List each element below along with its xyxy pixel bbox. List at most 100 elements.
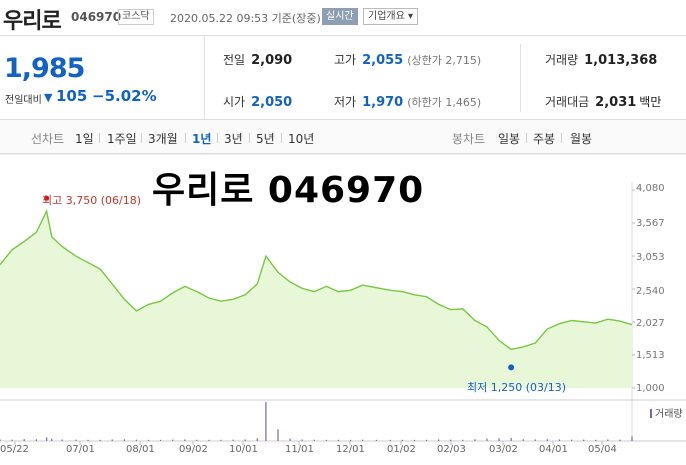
volume-bar (325, 439, 327, 441)
x-tick-label: 08/01 (126, 444, 155, 455)
volume-bar (99, 439, 101, 441)
prev-close: 전일 2,090 (223, 51, 292, 68)
volume-bar (35, 439, 37, 441)
current-price: 1,985 (4, 53, 85, 84)
volume-bar (462, 439, 464, 441)
x-tick-label: 03/02 (489, 444, 518, 455)
amount-unit: 백만 (639, 95, 662, 109)
volume-bar (450, 439, 452, 441)
volume-bar (265, 402, 267, 441)
upper-limit: (상한가 2,715) (407, 54, 482, 67)
volume: 거래량 1,013,368 (545, 51, 657, 68)
volume-label: 거래량 (545, 53, 579, 67)
lower-limit: (하한가 1,465) (407, 96, 482, 109)
price-area (0, 211, 632, 388)
volume-bar (474, 439, 476, 441)
period-10y[interactable]: 10년 (288, 132, 315, 146)
high-price: 고가 2,055 (상한가 2,715) (334, 51, 481, 68)
period-1w[interactable]: 1주일 (107, 132, 137, 146)
volume-bar (208, 439, 210, 441)
high-annotation: 최고 3,750 (06/18) (42, 194, 142, 207)
candle-weekly[interactable]: 주봉 (533, 132, 556, 146)
company-overview-button[interactable]: 기업개요 ▾ (363, 8, 418, 25)
period-3y[interactable]: 3년 (224, 132, 243, 146)
volume-bar (220, 439, 222, 441)
low-label: 저가 (334, 95, 357, 109)
line-chart-label: 선차트 (31, 132, 65, 146)
price-column: 1,985 전일대비 ▼ 105 −5.02% (0, 36, 205, 120)
stock-code: 046970 (71, 10, 122, 24)
volume-bar (51, 438, 53, 441)
market-badge: 코스닥 (118, 9, 154, 25)
volume-bar (631, 436, 633, 441)
volume-bar (289, 438, 291, 441)
down-arrow-icon: ▼ (44, 91, 53, 104)
period-5y[interactable]: 5년 (256, 132, 275, 146)
period-3m[interactable]: 3개월 (148, 132, 178, 146)
volume-bar (111, 439, 113, 441)
volume-bar (11, 439, 13, 441)
divider (526, 133, 527, 143)
volume-bar (413, 439, 416, 441)
volume-bar (337, 439, 340, 441)
candle-chart-label: 봉차트 (452, 132, 486, 146)
volume-bar (607, 439, 609, 441)
realtime-button[interactable]: 실시간 (322, 8, 358, 25)
low-marker (508, 364, 515, 371)
price-line (0, 209, 633, 351)
volume-bar (401, 439, 403, 441)
price-chart: 우리로 046970 최고 3,750 (06/18) 최저 1,250 (03… (0, 154, 686, 465)
volume-bar (389, 439, 391, 441)
volume-bar (184, 439, 186, 441)
candle-monthly[interactable]: 월봉 (570, 132, 593, 146)
volume-bar (313, 439, 315, 441)
volume-bar (147, 439, 150, 441)
volume-bar (277, 429, 279, 441)
y-tick-label: 2,540 (636, 286, 665, 297)
x-tick-label: 09/02 (179, 444, 208, 455)
period-1d[interactable]: 1일 (75, 132, 94, 146)
y-tick-label: 2,027 (636, 318, 665, 329)
volume-bar (583, 439, 585, 441)
change-value: 105 (56, 87, 88, 105)
volume-value: 1,013,368 (584, 53, 658, 68)
low-price: 저가 1,970 (하한가 1,465) (334, 93, 481, 110)
divider (185, 133, 186, 143)
x-tick-label: 01/02 (387, 444, 416, 455)
volume-bar (23, 439, 25, 441)
volume-bar (123, 439, 125, 441)
x-tick-label: 10/01 (229, 444, 258, 455)
x-tick-label: 02/03 (437, 444, 466, 455)
stock-header: 우리로 046970 코스닥 2020.05.22 09:53 기준(장중) 실… (0, 0, 686, 36)
volume-bar (486, 438, 488, 441)
high-marker (44, 195, 50, 201)
volume-bar (46, 437, 48, 441)
period-1y[interactable]: 1년 (192, 132, 212, 146)
volume-legend: 거래량 (650, 405, 683, 420)
y-tick-label: 1,513 (636, 350, 665, 361)
x-tick-label: 07/01 (66, 444, 95, 455)
x-tick-label: 11/01 (285, 444, 314, 455)
high-label: 고가 (334, 53, 357, 67)
y-tick-label: 1,000 (636, 383, 665, 394)
x-tick-label: 05/04 (588, 444, 617, 455)
volume-bar (546, 439, 548, 441)
divider (281, 133, 282, 143)
volume-bar (61, 439, 63, 441)
volume-bar (301, 439, 303, 441)
divider (561, 133, 562, 143)
price-summary: 1,985 전일대비 ▼ 105 −5.02% 전일 2,090 고가 2,055(… (0, 36, 686, 120)
volume-bar (244, 439, 246, 441)
volume-bar (196, 439, 198, 441)
volume-bar (135, 439, 138, 441)
y-tick-label: 3,567 (636, 218, 665, 229)
volume-bar (619, 439, 621, 441)
prev-close-label: 전일 (223, 53, 246, 67)
y-tick-label: 3,053 (636, 252, 665, 263)
volume-bar (595, 439, 597, 441)
volume-bar (375, 439, 378, 441)
candle-daily[interactable]: 일봉 (498, 132, 521, 146)
amount-label: 거래대금 (545, 95, 590, 109)
volume-bar (498, 438, 500, 441)
volume-bar (438, 439, 440, 441)
